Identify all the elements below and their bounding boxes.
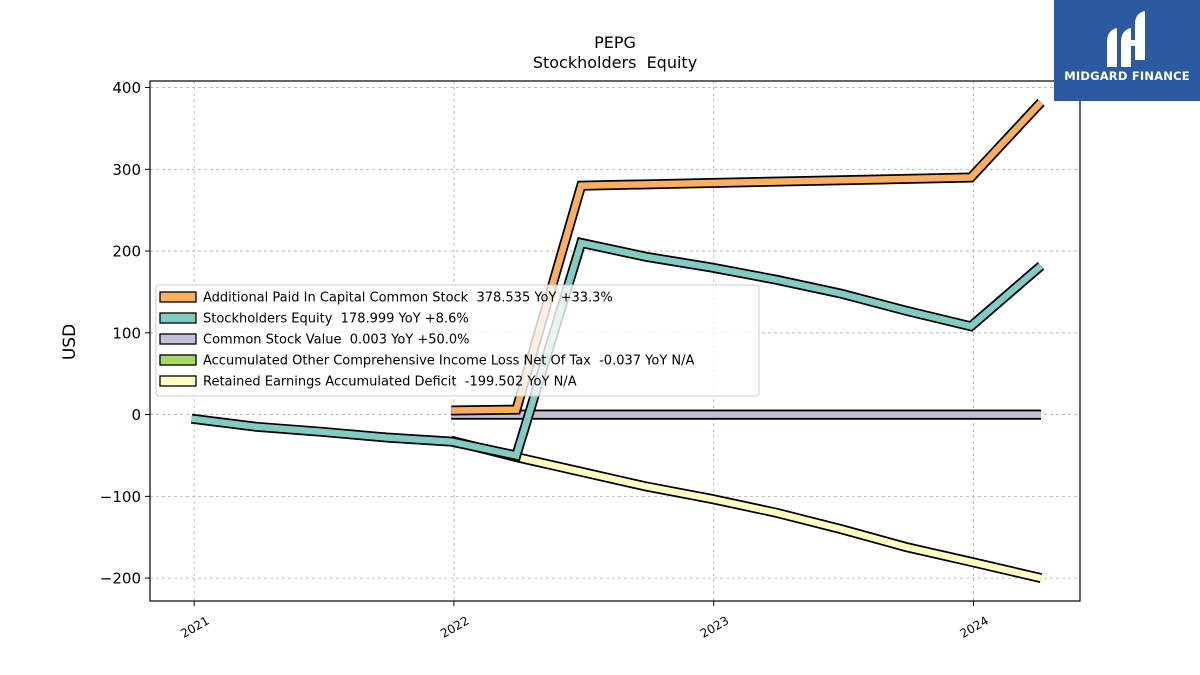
brand-logo: MIDGARD FINANCE <box>1054 0 1200 101</box>
y-axis-label: USD <box>60 324 80 360</box>
legend-swatch <box>159 375 197 387</box>
series-line <box>450 435 1043 583</box>
series-line <box>451 98 1045 416</box>
legend-label: Additional Paid In Capital Common Stock … <box>203 291 613 306</box>
legend-swatch <box>159 333 197 345</box>
series-line <box>190 237 1045 462</box>
x-tick-label: 2023 <box>698 613 731 640</box>
y-tick-label: −100 <box>100 488 141 506</box>
legend-swatch <box>159 354 197 366</box>
y-tick-label: 0 <box>131 406 141 424</box>
legend-label: Retained Earnings Accumulated Deficit -1… <box>203 375 577 390</box>
y-tick-label: 200 <box>112 243 141 261</box>
legend-swatch <box>159 291 197 303</box>
legend: Additional Paid In Capital Common Stock … <box>155 284 760 397</box>
x-tick-label: 2021 <box>178 613 211 640</box>
chart-title: PEPG <box>594 33 636 52</box>
x-tick-label: 2024 <box>958 613 991 640</box>
legend-label: Stockholders Equity 178.999 YoY +8.6% <box>203 312 469 327</box>
series-line-fill <box>451 100 1044 414</box>
y-tick-label: 300 <box>112 161 141 179</box>
brand-mark-icon <box>1107 11 1145 67</box>
plot-frame <box>149 80 1081 602</box>
y-tick-label: 400 <box>112 79 141 97</box>
legend-swatch <box>159 312 197 324</box>
x-tick-label: 2022 <box>438 613 471 640</box>
legend-frame <box>155 284 760 397</box>
chart-subtitle: Stockholders Equity <box>533 53 697 72</box>
series-line-fill <box>450 437 1042 582</box>
brand-name: MIDGARD FINANCE <box>1064 69 1190 83</box>
y-tick-label: 100 <box>112 324 141 342</box>
y-tick-label: −200 <box>100 570 141 588</box>
legend-label: Common Stock Value 0.003 YoY +50.0% <box>203 333 470 348</box>
series-line-fill <box>191 239 1044 460</box>
legend-label: Accumulated Other Comprehensive Income L… <box>203 354 694 369</box>
plot-lines <box>190 98 1045 583</box>
